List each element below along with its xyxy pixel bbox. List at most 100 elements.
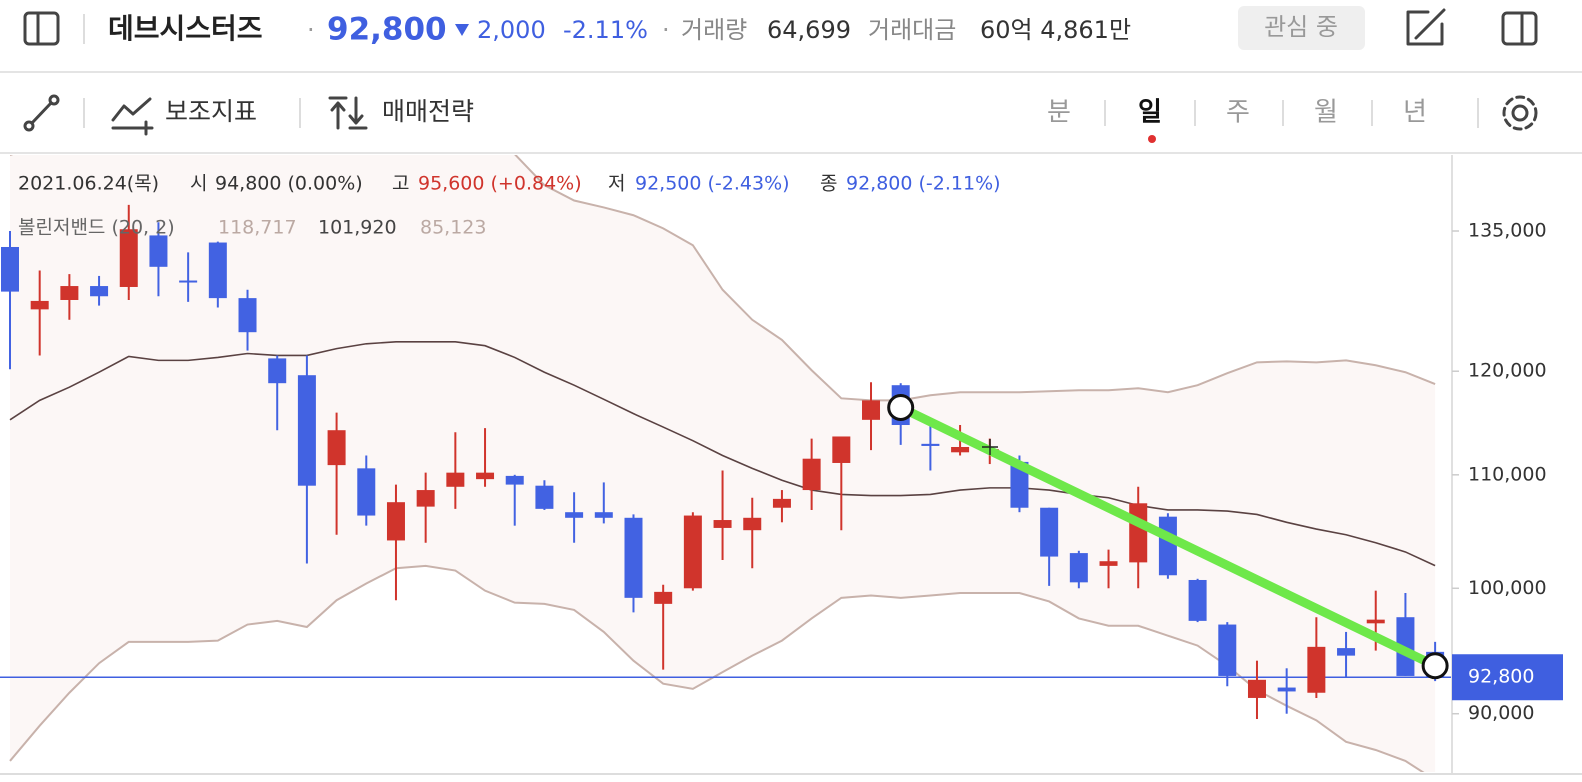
y-tick-label: 135,000: [1468, 220, 1547, 242]
candle-body: [1307, 646, 1326, 693]
bollinger-middle: [9, 341, 1436, 567]
info-high: 95,600 (+0.84%): [418, 173, 582, 195]
period-tab[interactable]: 년: [1403, 98, 1427, 128]
candle-body: [683, 515, 702, 589]
candle-body: [357, 468, 376, 516]
candle-body: [802, 458, 821, 491]
y-tick-label: 90,000: [1468, 702, 1534, 724]
candle-body: [1247, 679, 1266, 698]
info-low-label: 저: [608, 173, 625, 195]
candle-body: [416, 490, 435, 507]
volume-label: 거래량: [681, 16, 747, 44]
candle-body: [179, 280, 198, 283]
candle-body: [832, 436, 851, 463]
candle-body: [268, 358, 287, 384]
chart-info: 2021.06.24(목) 시 94,800 (0.00%) 고 95,600 …: [18, 173, 1001, 239]
candle-body: [149, 235, 168, 267]
candle-body: [60, 286, 79, 300]
y-tick-label: 100,000: [1468, 577, 1547, 599]
y-tick-label: 120,000: [1468, 360, 1547, 382]
toolbar: 보조지표 매매전략 분 일 주 월 년: [23, 94, 1538, 143]
candle-body: [743, 517, 762, 531]
bb-middle: 101,920: [318, 217, 397, 239]
button-bg: [1238, 6, 1365, 50]
watch-button[interactable]: 관심 중: [1238, 6, 1365, 50]
info-close-label: 종: [820, 173, 837, 195]
candle-body: [862, 400, 881, 420]
candle-body: [772, 498, 791, 508]
candle-body: [565, 512, 584, 518]
period-tab[interactable]: 월: [1314, 98, 1338, 128]
candle-body: [624, 517, 643, 598]
panel-toggle[interactable]: [1501, 11, 1538, 46]
down-arrow: [455, 24, 469, 36]
bollinger-lower: [9, 564, 1425, 772]
info-high-label: 고: [392, 173, 409, 195]
bb-legend: 볼린저밴드 (20, 2): [18, 217, 175, 239]
period-tab[interactable]: 분: [1047, 98, 1071, 128]
bollinger-upper: [10, 155, 1436, 402]
info-open: 94,800 (0.00%): [215, 173, 363, 195]
candle-body: [921, 443, 940, 446]
price-label-bg: [1452, 654, 1563, 701]
info-close: 92,800 (-2.11%): [846, 173, 1001, 195]
y-tick-label: 110,000: [1468, 463, 1547, 485]
settings-button[interactable]: [1502, 95, 1538, 131]
candle-body: [1277, 687, 1296, 692]
candle-body: [1158, 516, 1177, 576]
active-dot: [1148, 135, 1156, 143]
candle-body: [713, 520, 732, 528]
candle-body: [594, 512, 613, 518]
candle-body: [951, 447, 970, 453]
candle-body: [90, 286, 109, 297]
candle-body: [476, 472, 495, 480]
period-tab[interactable]: 주: [1226, 98, 1250, 128]
sidebar-toggle[interactable]: [23, 11, 60, 46]
cursor: [982, 439, 998, 455]
strategy-button[interactable]: 매매전략: [328, 96, 474, 130]
candle-body: [208, 242, 227, 299]
candle-body: [1, 246, 19, 292]
dot: ·: [662, 16, 670, 44]
info-date: 2021.06.24(목): [18, 173, 159, 195]
candle-body: [1069, 553, 1088, 583]
candle-body: [327, 430, 346, 466]
candle-body: [505, 475, 524, 485]
dot: ·: [307, 16, 315, 44]
amount-label: 거래대금: [868, 16, 956, 44]
candle-body: [30, 300, 49, 310]
draw-line-tool[interactable]: [23, 94, 60, 132]
y-axis: 90,000 100,000 110,000 120,000 135,000 92,800: [1452, 220, 1563, 724]
info-open-label: 시: [190, 173, 207, 195]
candle-body: [119, 229, 138, 287]
change: 2,000: [477, 16, 546, 44]
candle-body: [1366, 619, 1385, 624]
indicators-label: 보조지표: [165, 97, 257, 126]
period-tab[interactable]: 일: [1138, 98, 1162, 128]
volume: 64,699: [767, 16, 851, 44]
bb-upper: 118,717: [218, 217, 297, 239]
candle-body: [446, 472, 465, 487]
candle-body: [1129, 503, 1148, 563]
candle-body: [238, 298, 257, 333]
candle-body: [1218, 624, 1237, 676]
trendline-handle: [1421, 652, 1449, 680]
candle-body: [1099, 561, 1118, 566]
info-low: 92,500 (-2.43%): [635, 173, 790, 195]
trendline-handle: [887, 393, 915, 421]
candle-body: [654, 591, 673, 604]
candle-body: [535, 485, 554, 509]
bb-lower: 85,123: [420, 217, 486, 239]
candle-body: [1040, 507, 1059, 557]
stock-name: 데브시스터즈: [108, 12, 263, 45]
edit-button[interactable]: [1406, 8, 1446, 46]
candle-body: [297, 375, 316, 486]
amount: 60억 4,861만: [980, 16, 1131, 44]
strategy-label: 매매전략: [382, 97, 474, 126]
indicators-button[interactable]: 보조지표: [111, 97, 257, 136]
candle-body: [1337, 648, 1356, 656]
change-pct: -2.11%: [563, 16, 648, 44]
header: 데브시스터즈 · 92,800 2,000 -2.11% · 거래량 64,69…: [23, 6, 1538, 50]
